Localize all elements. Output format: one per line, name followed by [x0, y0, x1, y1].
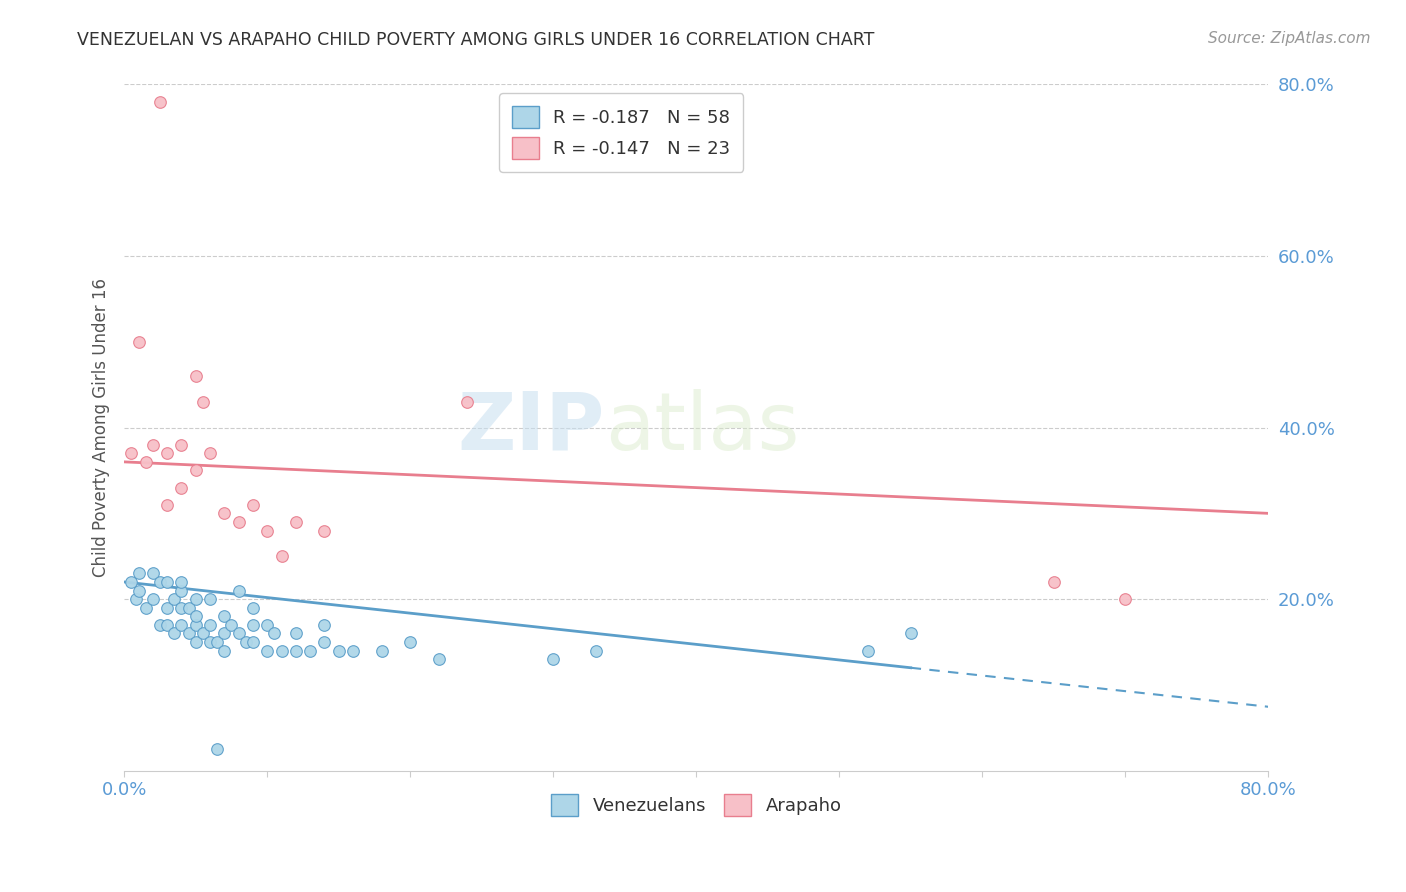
Point: [184, 635, 207, 649]
Point: [170, 481, 193, 495]
Point: [1114, 592, 1136, 607]
Point: [120, 574, 142, 589]
Point: [242, 498, 264, 512]
Point: [1042, 574, 1064, 589]
Point: [163, 626, 186, 640]
Point: [128, 334, 150, 349]
Point: [284, 515, 307, 529]
Point: [198, 446, 221, 460]
Point: [314, 635, 336, 649]
Point: [205, 635, 228, 649]
Point: [184, 609, 207, 624]
Point: [585, 643, 607, 657]
Point: [170, 600, 193, 615]
Point: [124, 592, 146, 607]
Point: [235, 635, 257, 649]
Point: [342, 643, 364, 657]
Text: atlas: atlas: [605, 389, 799, 467]
Point: [156, 498, 179, 512]
Point: [214, 626, 236, 640]
Point: [263, 626, 285, 640]
Point: [270, 643, 292, 657]
Point: [184, 463, 207, 477]
Point: [205, 742, 228, 756]
Point: [142, 592, 165, 607]
Point: [299, 643, 322, 657]
Point: [198, 635, 221, 649]
Point: [541, 652, 564, 666]
Point: [156, 618, 179, 632]
Point: [177, 626, 200, 640]
Point: [242, 600, 264, 615]
Point: [284, 626, 307, 640]
Point: [142, 438, 165, 452]
Point: [198, 618, 221, 632]
Point: [328, 643, 350, 657]
Point: [128, 583, 150, 598]
Point: [149, 95, 172, 109]
Text: ZIP: ZIP: [457, 389, 605, 467]
Point: [184, 618, 207, 632]
Text: Source: ZipAtlas.com: Source: ZipAtlas.com: [1208, 31, 1371, 46]
Point: [242, 635, 264, 649]
Point: [142, 566, 165, 581]
Point: [228, 626, 250, 640]
Point: [198, 592, 221, 607]
Point: [163, 592, 186, 607]
Point: [242, 618, 264, 632]
Point: [120, 446, 142, 460]
Point: [184, 369, 207, 384]
Point: [214, 609, 236, 624]
Point: [170, 618, 193, 632]
Point: [128, 566, 150, 581]
Point: [214, 507, 236, 521]
Point: [170, 574, 193, 589]
Point: [149, 574, 172, 589]
Text: VENEZUELAN VS ARAPAHO CHILD POVERTY AMONG GIRLS UNDER 16 CORRELATION CHART: VENEZUELAN VS ARAPAHO CHILD POVERTY AMON…: [77, 31, 875, 49]
Point: [177, 600, 200, 615]
Point: [228, 515, 250, 529]
Point: [156, 574, 179, 589]
Point: [156, 446, 179, 460]
Point: [170, 583, 193, 598]
Point: [228, 583, 250, 598]
Point: [135, 600, 157, 615]
Point: [214, 643, 236, 657]
Point: [191, 394, 214, 409]
Point: [184, 592, 207, 607]
Point: [149, 618, 172, 632]
Point: [256, 618, 278, 632]
Legend: Venezuelans, Arapaho: Venezuelans, Arapaho: [544, 787, 849, 823]
Point: [156, 600, 179, 615]
Point: [221, 618, 243, 632]
Point: [456, 394, 478, 409]
Point: [256, 524, 278, 538]
Point: [314, 524, 336, 538]
Point: [370, 643, 392, 657]
Point: [135, 455, 157, 469]
Point: [191, 626, 214, 640]
Y-axis label: Child Poverty Among Girls Under 16: Child Poverty Among Girls Under 16: [93, 278, 110, 577]
Point: [284, 643, 307, 657]
Point: [427, 652, 450, 666]
Point: [314, 618, 336, 632]
Point: [900, 626, 922, 640]
Point: [399, 635, 422, 649]
Point: [856, 643, 879, 657]
Point: [170, 438, 193, 452]
Point: [270, 549, 292, 564]
Point: [256, 643, 278, 657]
